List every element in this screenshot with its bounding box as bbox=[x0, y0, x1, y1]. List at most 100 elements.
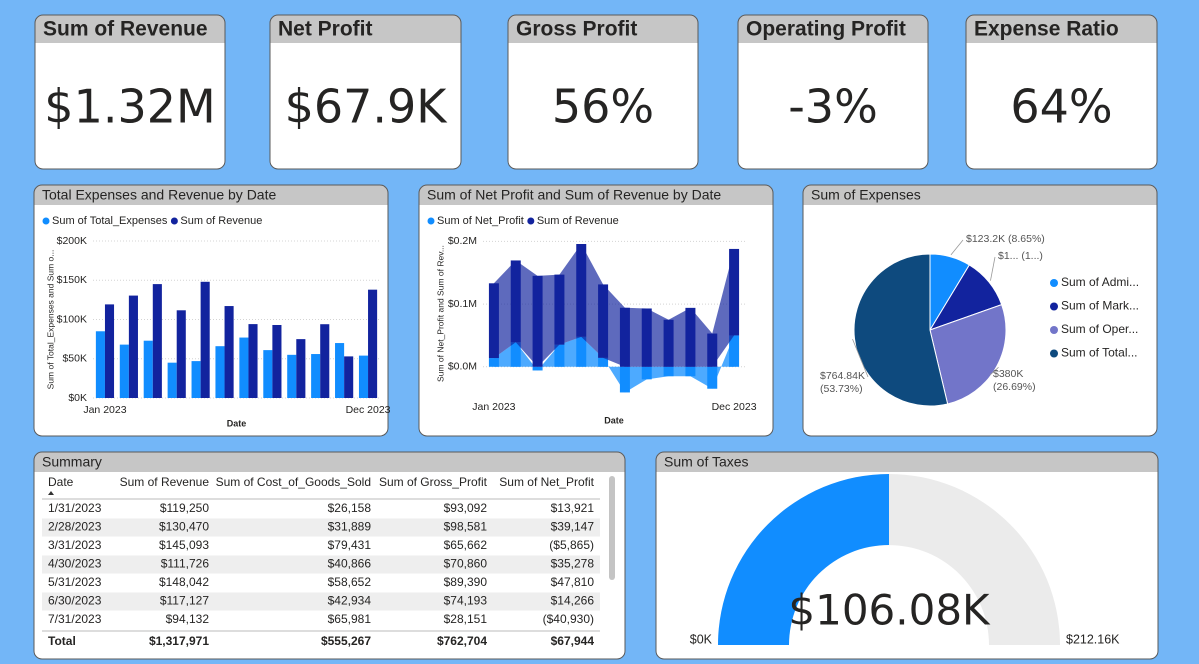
data-label: $123.2K (8.65%) bbox=[966, 233, 1045, 245]
table-cell: $145,093 bbox=[159, 538, 209, 552]
legend-label: Sum of Mark... bbox=[1061, 299, 1139, 313]
card-border bbox=[737, 14, 929, 170]
bar bbox=[128, 295, 138, 398]
table-cell: 5/31/2023 bbox=[48, 575, 102, 589]
leader-line bbox=[990, 256, 996, 281]
bar bbox=[263, 350, 273, 398]
bar bbox=[215, 346, 225, 398]
gauge-value: $106.08K bbox=[788, 586, 991, 635]
data-label: $1... (1...) bbox=[998, 250, 1043, 262]
data-label-box: $123.2K (8.65%) bbox=[966, 233, 1045, 245]
leader-line bbox=[950, 239, 964, 256]
table-cell: $148,042 bbox=[159, 575, 209, 589]
ribbon-column bbox=[532, 275, 543, 367]
card-title: Sum of Expenses bbox=[811, 187, 921, 203]
card-border bbox=[802, 184, 1158, 437]
card-header bbox=[419, 185, 773, 205]
total-cell: Total bbox=[48, 634, 76, 648]
bar bbox=[320, 324, 330, 398]
card-border bbox=[418, 184, 774, 437]
table-cell: $98,581 bbox=[444, 520, 488, 534]
x-tick-label: Dec 2023 bbox=[712, 401, 757, 413]
card-header bbox=[270, 15, 461, 43]
ribbon-column bbox=[663, 319, 674, 367]
table-cell: $111,726 bbox=[161, 557, 210, 571]
card-title: Expense Ratio bbox=[974, 18, 1119, 41]
card bbox=[35, 15, 225, 169]
column-header: Sum of Revenue bbox=[120, 475, 210, 489]
y-tick-label: $50K bbox=[62, 353, 87, 365]
card-title: Sum of Taxes bbox=[664, 454, 749, 470]
bar bbox=[143, 340, 153, 398]
legend-label: Sum of Revenue bbox=[537, 215, 619, 227]
total-cell: $1,317,971 bbox=[149, 634, 209, 648]
data-label-box: $380K (26.69%) bbox=[993, 368, 1036, 393]
ribbon-column bbox=[729, 248, 740, 336]
column-header: Sum of Gross_Profit bbox=[379, 475, 488, 489]
card bbox=[738, 15, 928, 169]
y-tick-label: $0K bbox=[68, 392, 87, 404]
x-axis-title: Date bbox=[227, 418, 247, 428]
table-cell: $35,278 bbox=[551, 557, 595, 571]
bar bbox=[344, 356, 354, 398]
area bbox=[493, 244, 735, 367]
bar bbox=[335, 343, 345, 398]
card-border bbox=[33, 451, 626, 660]
card-header bbox=[508, 15, 698, 43]
ribbon-column bbox=[488, 358, 499, 367]
table-cell: 6/30/2023 bbox=[48, 594, 102, 608]
card bbox=[966, 15, 1157, 169]
card-border bbox=[269, 14, 462, 170]
card-border bbox=[33, 184, 389, 437]
ribbon-column bbox=[554, 344, 565, 367]
table-cell: $39,147 bbox=[551, 520, 595, 534]
y-tick-label: $0.0M bbox=[448, 361, 477, 373]
y-axis-title: Sum of Total_Expenses and Sum o... bbox=[45, 250, 55, 390]
bar bbox=[104, 304, 115, 398]
table-cell: $40,866 bbox=[328, 557, 372, 571]
legend-label: Sum of Revenue bbox=[180, 215, 262, 227]
card bbox=[270, 15, 461, 169]
table-cell: $94,132 bbox=[166, 612, 210, 626]
ribbon-column bbox=[729, 335, 740, 367]
card-header bbox=[34, 185, 388, 205]
bar bbox=[176, 310, 186, 398]
table-cell: $47,810 bbox=[551, 575, 595, 589]
card-header bbox=[738, 15, 928, 43]
data-label: $380K (26.69%) bbox=[993, 368, 1036, 393]
bar bbox=[200, 281, 210, 398]
card-header bbox=[35, 15, 225, 43]
card-header bbox=[656, 452, 1158, 472]
bar bbox=[152, 284, 162, 398]
card bbox=[508, 15, 698, 169]
card-border bbox=[507, 14, 699, 170]
table-cell: $93,092 bbox=[444, 501, 488, 515]
table-cell: $130,470 bbox=[159, 520, 209, 534]
ribbon-column bbox=[598, 284, 609, 358]
bar bbox=[167, 362, 177, 398]
ribbon-column bbox=[707, 366, 718, 389]
x-axis-title: Date bbox=[604, 415, 624, 425]
ribbon-column bbox=[685, 307, 696, 367]
ribbon-column bbox=[576, 336, 587, 367]
column-header: Sum of Net_Profit bbox=[499, 475, 594, 489]
table-cell: $65,662 bbox=[444, 538, 488, 552]
legend-label: Sum of Total... bbox=[1061, 346, 1137, 360]
table-cell: $79,431 bbox=[328, 538, 372, 552]
bar bbox=[119, 344, 129, 398]
kpi-value: $1.32M bbox=[44, 80, 215, 134]
y-tick-label: $0.1M bbox=[448, 298, 477, 310]
gauge-fill bbox=[718, 474, 889, 645]
card-header bbox=[34, 452, 625, 472]
total-cell: $67,944 bbox=[551, 634, 595, 648]
bar bbox=[239, 337, 249, 398]
kpi-value: $67.9K bbox=[285, 80, 449, 134]
table-cell: $74,193 bbox=[444, 594, 488, 608]
card-border bbox=[655, 451, 1159, 660]
bar bbox=[296, 339, 306, 398]
row-stripe bbox=[42, 518, 600, 537]
legend-marker bbox=[170, 217, 178, 225]
ribbon-column bbox=[685, 366, 696, 377]
card-title: Summary bbox=[42, 454, 102, 470]
x-tick-label: Dec 2023 bbox=[346, 404, 391, 416]
